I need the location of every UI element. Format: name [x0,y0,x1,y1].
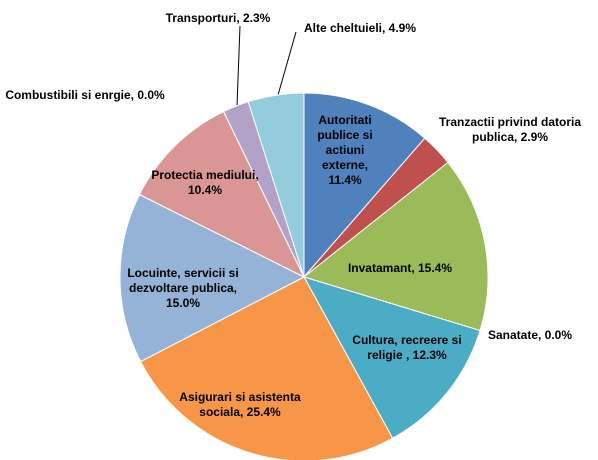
data-label: Alte cheltuieli, 4.9% [303,20,417,35]
data-label-box: Protectia mediului, 10.4% [151,168,259,197]
data-label: Cultura, recreere si religie , 12.3% [352,333,462,362]
data-label-box: Sanatate, 0.0% [487,327,573,342]
data-label: Sanatate, 0.0% [487,327,573,342]
slice [302,276,481,439]
leader-line [277,31,297,96]
data-label-box: Locuinte, servicii si dezvoltare publica… [127,265,239,310]
slice [302,161,489,332]
data-label: Autoritati publice si actiuni externe, 1… [317,112,373,187]
data-label: Invatamant, 15.4% [347,260,453,275]
slice [139,276,394,460]
data-label-box: Asigurari si asistenta sociala, 25.4% [179,390,301,419]
data-label-box: Cultura, recreere si religie , 12.3% [352,333,462,362]
data-label-box: Alte cheltuieli, 4.9% [303,20,417,35]
data-label-box: Transporturi, 2.3% [165,10,271,25]
data-label-box: Autoritati publice si actiuni externe, 1… [317,112,373,187]
slice [247,92,305,278]
data-label-box: Combustibili si enrgie, 0.0% [5,87,165,102]
data-label-box: Tranzactii privind datoria publica, 2.9% [438,115,582,144]
data-label: Transporturi, 2.3% [165,10,271,25]
slice [138,110,306,279]
slice [119,193,306,363]
data-label: Tranzactii privind datoria publica, 2.9% [438,115,582,144]
data-label: Asigurari si asistenta sociala, 25.4% [179,390,301,419]
slices [119,92,489,460]
data-label: Combustibili si enrgie, 0.0% [5,87,165,102]
slice [303,92,426,279]
data-label-box: Invatamant, 15.4% [347,260,453,275]
data-label: Locuinte, servicii si dezvoltare publica… [127,265,239,310]
leader-line [236,25,241,107]
data-label: Protectia mediului, 10.4% [151,168,259,197]
